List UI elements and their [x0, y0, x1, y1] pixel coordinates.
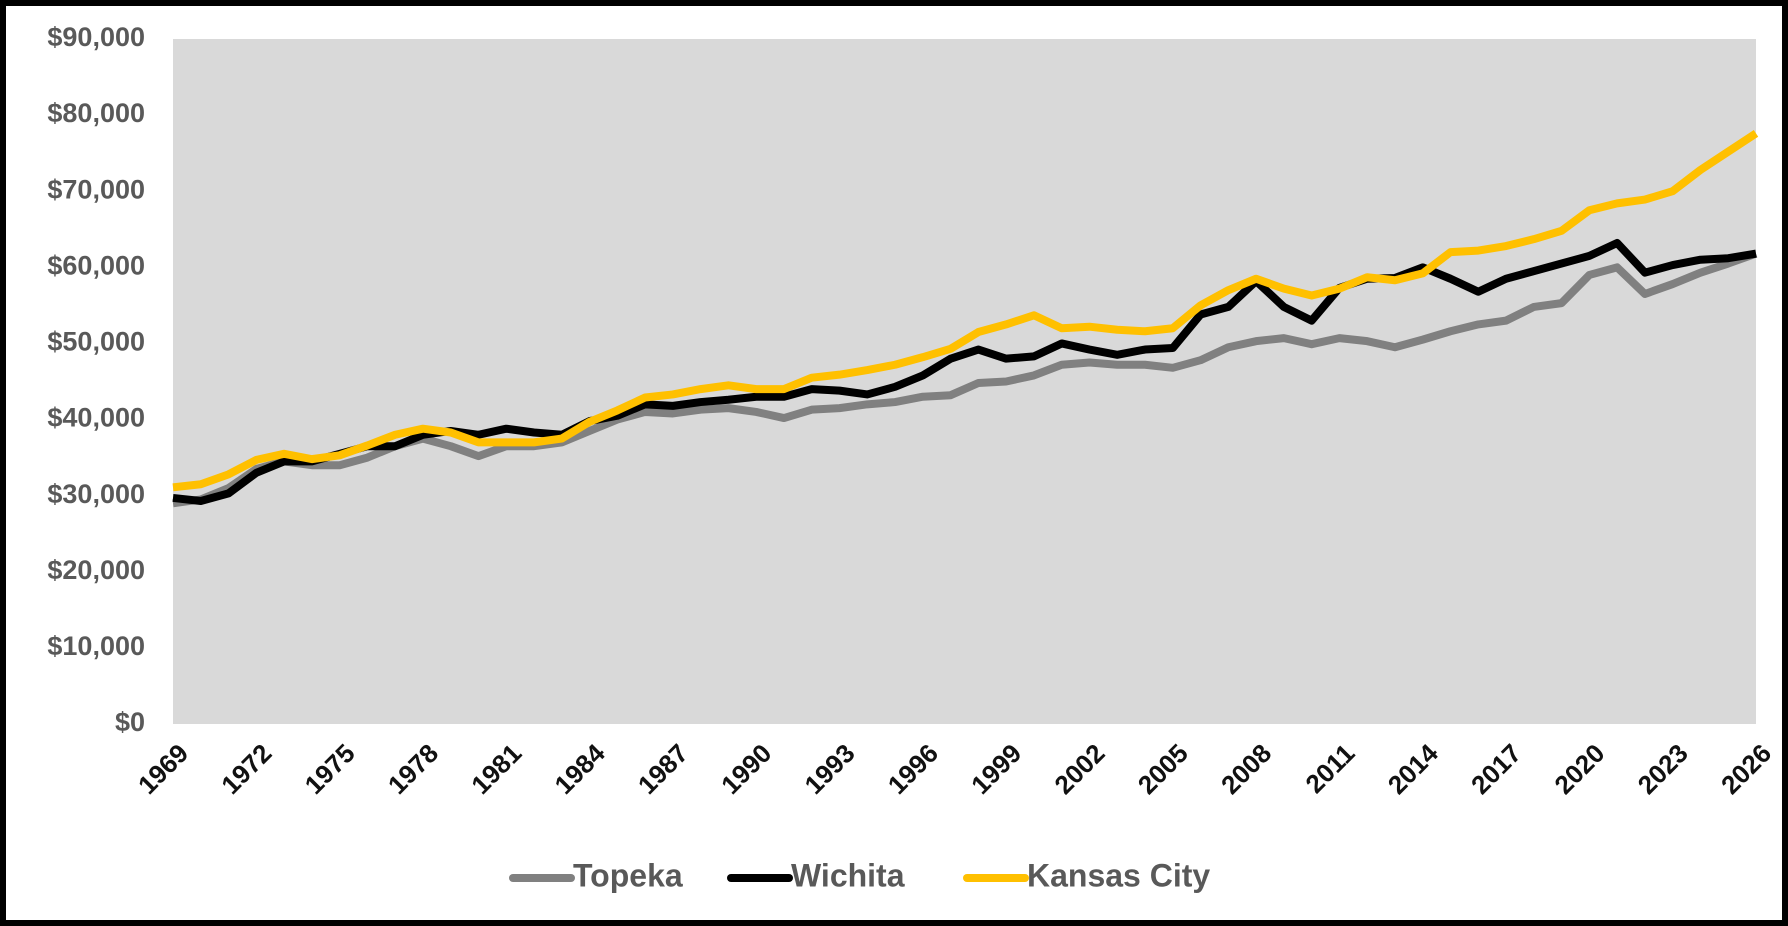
- y-tick-label: $20,000: [47, 555, 145, 585]
- plot-area: [173, 39, 1756, 724]
- y-tick-label: $40,000: [47, 403, 145, 433]
- y-tick-label: $80,000: [47, 98, 145, 128]
- y-tick-label: $60,000: [47, 250, 145, 280]
- series-line: [172, 130, 1759, 492]
- legend-label: Kansas City: [1027, 857, 1210, 893]
- y-tick-label: $0: [115, 707, 145, 737]
- legend-label: Topeka: [573, 857, 683, 893]
- legend-label: Wichita: [791, 857, 905, 893]
- y-tick-label: $10,000: [47, 631, 145, 661]
- y-tick-label: $30,000: [47, 479, 145, 509]
- series-line: [172, 249, 1758, 508]
- y-tick-label: $50,000: [47, 327, 145, 357]
- y-tick-label: $70,000: [47, 174, 145, 204]
- y-tick-label: $90,000: [47, 22, 145, 52]
